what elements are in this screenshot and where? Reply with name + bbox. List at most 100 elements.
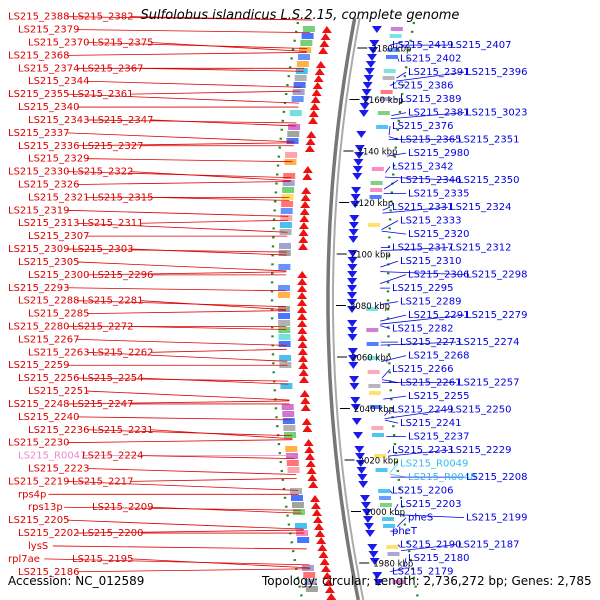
position-ruler: 2180 kbp 2160 kbp 2140 kbp 2120 kbp 2100 kbp… [336,45,413,570]
forward-gene-arrow [298,355,309,362]
accession-text: Accession: NC_012589 [8,574,145,588]
ruler-label: 2000 kbp [365,508,405,518]
reverse-gene-arrow [371,26,382,33]
leader-line [380,314,465,325]
left-gene-label: LS215_2267 [18,334,79,345]
reverse-gene-arrow [347,348,358,355]
forward-gene-arrow [297,285,308,292]
map-title: Sulfolobus islandicus L.S.2.15, complete… [140,8,460,23]
leader-line [380,341,457,346]
ruler-label: 2040 kbp [354,405,394,415]
cog-block [285,152,298,158]
left-gene-label: LS215_2319 [8,205,69,216]
reverse-gene-arrow [363,75,374,82]
forward-gene-arrow [304,446,315,453]
cog-block [368,391,381,395]
cog-block [282,180,295,186]
forward-gene-arrow [314,68,325,75]
leader-line [394,503,399,511]
cog-block [297,54,310,60]
reverse-gene-arrow [360,502,371,509]
reverse-gene-arrow [364,68,375,75]
leader-line [388,126,391,136]
leader-line [384,409,449,420]
forward-gene-arrow [297,278,308,285]
reverse-gene-arrow [347,271,358,278]
cog-block [290,488,303,494]
reverse-gene-arrow [347,257,358,264]
right-gene-label: LS215_2249 [392,405,453,416]
left-gene-label: LS215_2330 [8,167,69,178]
left-gene-label: LS215_2288 [18,296,79,307]
cog-block [304,579,317,585]
leader-line [382,206,449,214]
cog-block [282,418,295,424]
cog-block [392,580,405,584]
right-gene-label: LS215_2386 [392,81,453,92]
right-gene-label: LS215_2190 [400,540,461,551]
left-gene-label: LS215_2367 [82,63,143,74]
reverse-gene-arrow [361,89,372,96]
cog-block [278,250,291,256]
leader-line [130,16,313,21]
reverse-gene-arrow [360,96,371,103]
cog-block [367,370,380,374]
right-gene-label: LS215_2233 [392,445,453,456]
left-gene-label: LS215_2355 [8,89,69,100]
left-gene-label: LS215_2202 [18,528,79,539]
cog-block [382,524,395,528]
forward-gene-arrow [302,173,313,180]
right-gene-label: LS215_2250 [450,405,511,416]
cog-block [281,201,294,207]
reverse-gene-arrow [350,397,361,404]
right-gene-label: LS215_2203 [400,499,461,510]
left-gene-label: LS215_2344 [28,76,89,87]
cog-block [278,341,291,347]
leader-line [140,67,304,72]
left-gene-label: rpl7ae [8,554,40,565]
leader-line [76,142,295,147]
forward-gene-arrow [310,502,321,509]
reverse-gene-arrow [367,544,378,551]
right-gene-label: LS215_2306 [408,270,469,281]
cog-block [375,468,388,472]
cog-block [286,138,299,144]
cog-block [383,69,396,73]
leader-line [66,439,293,444]
left-gene-label: LS215_2307 [28,231,89,242]
forward-gene-arrow [299,376,310,383]
cog-block [371,433,384,437]
cog-block [285,446,298,452]
reverse-gene-arrow [359,495,370,502]
leader-line [66,519,304,530]
forward-gene-arrow [311,509,322,516]
cog-block [278,306,291,312]
left-gene-label: LS215_2326 [18,180,79,191]
right-gene-label: LS215_2274 [458,337,519,348]
cog-block [378,489,391,493]
left-gene-label: LS215_2382 [72,12,133,23]
leader-line [384,409,391,416]
left-gene-label: LS215_2231 [92,425,153,436]
leader-line [130,558,311,569]
forward-gene-arrow [297,348,308,355]
leader-line [381,368,391,379]
reverse-gene-arrow [347,278,358,285]
right-gene-label: LS215_2257 [458,378,519,389]
reverse-gene-arrow [349,215,360,222]
forward-gene-arrow [302,425,313,432]
right-gene-label: LS215_2237 [408,432,469,443]
forward-gene-arrow [297,306,308,313]
forward-gene-arrow [301,187,312,194]
left-gene-label: LS215_2379 [18,25,79,36]
reverse-gene-arrow [347,306,358,313]
leader-line [380,247,449,252]
ruler-label: 2120 kbp [353,199,393,209]
cog-block [300,40,313,46]
forward-gene-arrow [323,579,334,586]
left-gene-label: LS215_2254 [82,373,143,384]
forward-gene-arrow [312,82,323,89]
cog-block [305,586,318,592]
reverse-gene-arrow [358,110,369,117]
forward-gene-arrow [315,61,326,68]
